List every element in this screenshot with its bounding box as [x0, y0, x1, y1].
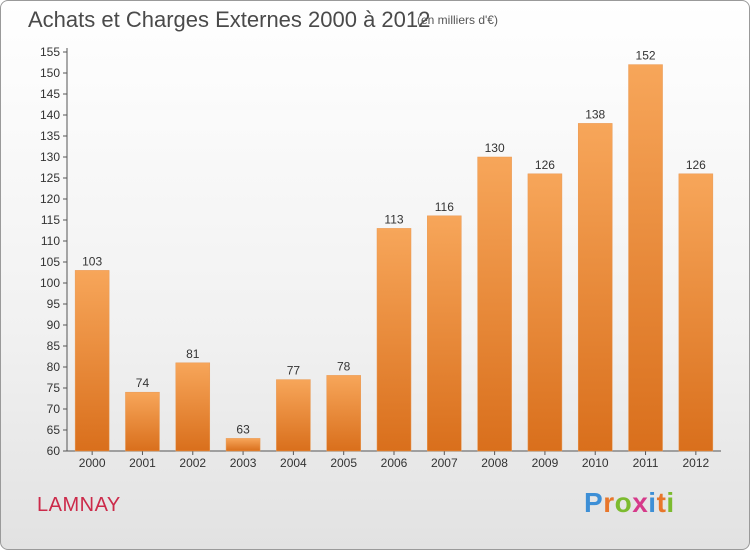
y-tick-label: 90 — [47, 318, 61, 332]
y-tick-label: 125 — [40, 171, 60, 185]
x-tick-label: 2009 — [532, 456, 559, 470]
y-tick-label: 155 — [40, 45, 60, 59]
bar-value-label: 63 — [236, 422, 250, 436]
bar-value-label: 152 — [636, 49, 656, 63]
logo-letter: i — [666, 487, 675, 518]
bar — [276, 379, 311, 452]
y-tick-label: 65 — [47, 423, 61, 437]
x-tick-label: 2003 — [230, 456, 257, 470]
x-tick-label: 2004 — [280, 456, 307, 470]
logo-letter: t — [656, 487, 667, 518]
bar-value-label: 103 — [82, 254, 102, 268]
y-tick-label: 145 — [40, 87, 60, 101]
x-tick-label: 2005 — [330, 456, 357, 470]
bar-value-label: 126 — [535, 158, 555, 172]
y-tick-label: 110 — [41, 234, 60, 248]
y-tick-label: 115 — [41, 213, 60, 227]
y-tick-label: 150 — [40, 66, 60, 80]
y-tick-label: 135 — [40, 129, 60, 143]
x-tick-label: 2000 — [79, 456, 106, 470]
chart-title: Achats et Charges Externes 2000 à 2012 — [28, 7, 431, 32]
x-tick-label: 2001 — [129, 456, 156, 470]
bar — [326, 375, 361, 452]
y-tick-label: 85 — [47, 339, 61, 353]
y-tick-label: 130 — [40, 150, 60, 164]
bar — [477, 156, 512, 452]
logo-letter: o — [614, 487, 633, 518]
y-tick-label: 60 — [47, 444, 61, 458]
x-tick-label: 2011 — [633, 456, 659, 470]
y-tick-label: 75 — [47, 381, 61, 395]
bar — [175, 362, 211, 452]
bar-value-label: 126 — [686, 158, 706, 172]
y-tick-label: 70 — [47, 402, 61, 416]
logo-letter: x — [632, 487, 649, 518]
y-tick-label: 120 — [40, 192, 60, 206]
proxiti-logo: Proxiti — [584, 487, 675, 519]
bar — [225, 438, 261, 452]
x-tick-label: 2010 — [582, 456, 609, 470]
bar-value-label: 78 — [337, 359, 351, 373]
bar — [74, 270, 110, 452]
x-tick-label: 2008 — [481, 456, 508, 470]
bar — [427, 215, 462, 452]
bar — [527, 173, 563, 452]
y-tick-label: 100 — [40, 276, 60, 290]
logo-letter: i — [648, 487, 657, 518]
unit-label: (en milliers d'€) — [417, 13, 498, 27]
bar-value-label: 130 — [485, 141, 505, 155]
bar-value-label: 116 — [435, 200, 454, 214]
bar — [125, 391, 160, 452]
bar — [376, 228, 412, 452]
y-tick-label: 140 — [40, 108, 60, 122]
bar-chart: 60 65 70 75 80 85 90 95 100 105 110 115 120 125 130 135… — [40, 45, 721, 470]
bar — [678, 173, 714, 452]
y-tick-label: 80 — [47, 360, 61, 374]
bar-value-label: 74 — [136, 376, 150, 390]
y-tick-label: 105 — [40, 255, 60, 269]
bar — [628, 64, 663, 452]
x-tick-label: 2006 — [381, 456, 408, 470]
bar-value-label: 77 — [287, 364, 301, 378]
bar-value-label: 113 — [384, 212, 403, 226]
x-tick-label: 2002 — [179, 456, 206, 470]
bar — [577, 123, 613, 452]
bar-value-label: 81 — [186, 347, 200, 361]
y-tick-label: 95 — [47, 297, 61, 311]
logo-letter: r — [603, 487, 615, 518]
x-tick-label: 2007 — [431, 456, 458, 470]
logo-letter: P — [584, 487, 604, 518]
bar-value-label: 138 — [585, 107, 605, 121]
x-tick-label: 2012 — [682, 456, 709, 470]
commune-name: LAMNAY — [37, 494, 121, 516]
